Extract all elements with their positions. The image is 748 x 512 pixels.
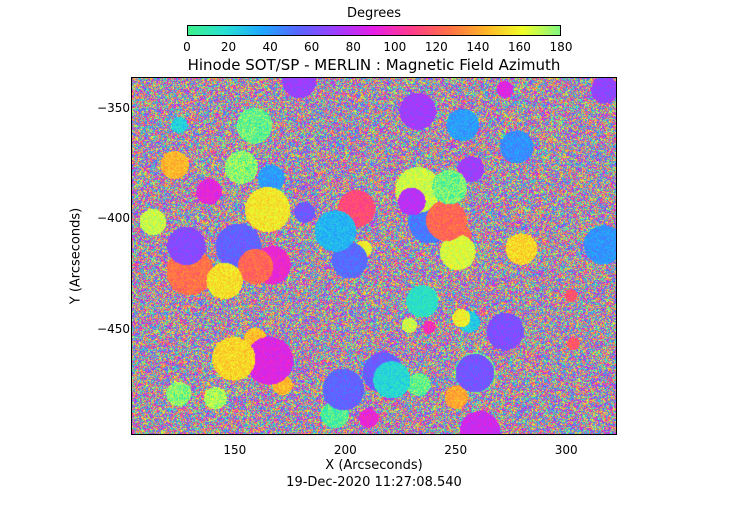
colorbar-tick-label: 60 [304,40,320,54]
colorbar-tick-label: 180 [549,40,573,54]
x-tick-label: 200 [333,443,357,457]
colorbar-tick-label: 0 [183,40,191,54]
colorbar-tick-label: 160 [507,40,531,54]
colorbar-tick-label: 100 [383,40,407,54]
colorbar-tick-label: 120 [424,40,448,54]
colorbar-tick-label: 140 [466,40,490,54]
azimuth-image [132,78,616,434]
colorbar [187,25,561,36]
y-axis-label: Y (Arcseconds) [68,207,84,305]
colorbar-ticks: 0 20 40 60 80 100 120 140 160 180 [183,40,572,55]
x-axis-ticks: 150 200 250 300 [131,444,617,458]
colorbar-tick-label: 20 [220,40,237,54]
y-tick-label: −400 [97,211,130,226]
y-axis-ticks: −350 −400 −450 [60,77,130,435]
y-tick-label: −350 [97,100,130,115]
azimuth-map [131,77,617,435]
x-axis-label: X (Arcseconds) [325,458,423,473]
colorbar-tick-label: 40 [262,40,278,54]
x-tick-label: 300 [554,443,578,457]
colorbar-label: Degrees [346,6,402,21]
x-tick-label: 250 [444,443,468,457]
colorbar-tick-label: 80 [345,40,361,54]
y-tick-label: −450 [97,321,130,336]
x-tick-label: 150 [223,443,247,457]
plot-title: Hinode SOT/SP - MERLIN : Magnetic Field … [187,56,561,74]
timestamp: 19-Dec-2020 11:27:08.540 [286,475,462,490]
